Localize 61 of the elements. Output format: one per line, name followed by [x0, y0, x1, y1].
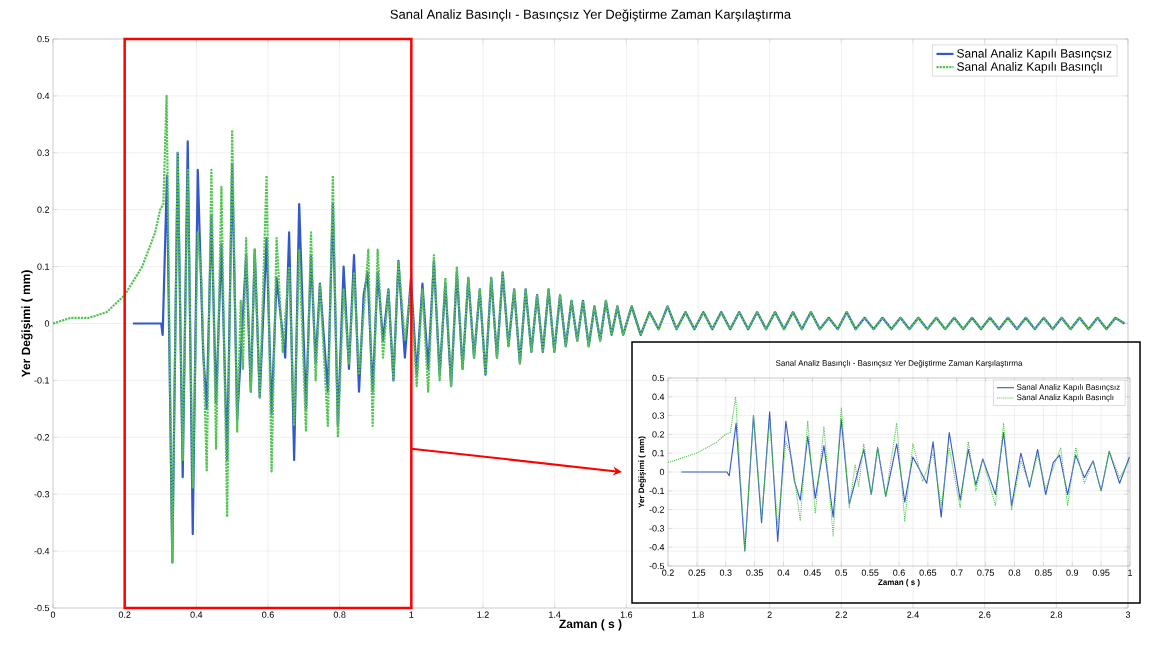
x-tick-label: 0.8 — [333, 611, 346, 618]
x-tick-label: 2.2 — [835, 611, 848, 618]
x-tick-label: 2.4 — [907, 611, 919, 618]
x-axis-title: Zaman ( s ) — [559, 619, 622, 631]
y-tick-label: 0.1 — [37, 263, 50, 270]
x-tick-label: 0.2 — [118, 611, 131, 618]
x-tick-label: 0.5 — [835, 569, 848, 576]
y-tick-label: 0.3 — [652, 412, 665, 419]
x-tick-label: 2.8 — [1050, 611, 1063, 618]
x-tick-label: 2.6 — [978, 611, 991, 618]
x-tick-label: 1.2 — [477, 611, 489, 618]
x-tick-label: 0.65 — [919, 569, 937, 576]
x-tick-label: 0.45 — [804, 569, 821, 576]
x-tick-label: 3 — [1125, 611, 1131, 618]
y-tick-label: -0.5 — [649, 562, 665, 570]
y-tick-label: -0.2 — [649, 506, 665, 513]
y-tick-label: -0.5 — [34, 604, 50, 612]
y-tick-label: 0.3 — [37, 149, 50, 156]
x-tick-label: 2 — [767, 611, 772, 618]
x-tick-label: 1.4 — [549, 611, 561, 618]
y-tick-label: -0.3 — [34, 491, 50, 498]
x-tick-label: 0.4 — [190, 611, 203, 618]
x-tick-label: 0.75 — [977, 569, 994, 576]
x-tick-label: 0.85 — [1035, 569, 1052, 576]
x-tick-label: 0.4 — [777, 569, 790, 576]
y-tick-label: 0 — [659, 468, 665, 476]
chart-title: Sanal Analiz Basınçlı - Basınçsız Yer Değiştirme Zaman Karşılaştırma — [390, 9, 792, 22]
y-tick-label: 0.5 — [37, 35, 50, 43]
x-tick-label: 0.7 — [950, 569, 963, 576]
x-tick-label: 0.6 — [262, 611, 274, 618]
x-tick-label: 0.3 — [719, 569, 732, 576]
legend-label: Sanal Analiz Kapılı Basınçsız — [957, 48, 1112, 61]
y-tick-label: 0.2 — [652, 431, 665, 438]
y-tick-label: -0.2 — [34, 434, 50, 441]
y-axis-title: Yer Değişimi ( mm) — [21, 270, 33, 378]
x-tick-label: 0.55 — [861, 569, 879, 576]
y-tick-label: -0.4 — [34, 547, 50, 555]
x-tick-label: 0.9 — [1066, 569, 1079, 576]
x-tick-label: 0.95 — [1092, 569, 1110, 576]
y-tick-label: -0.1 — [34, 377, 50, 384]
x-tick-label: 1.8 — [692, 611, 704, 618]
x-tick-label: 0.25 — [688, 569, 706, 576]
y-tick-label: -0.3 — [649, 525, 665, 532]
x-tick-label: 0.2 — [662, 569, 674, 576]
line-series — [53, 94, 1126, 564]
x-tick-label: 1 — [409, 611, 414, 618]
y-tick-label: 0.2 — [37, 206, 50, 213]
y-tick-label: 0.4 — [37, 92, 50, 100]
x-tick-label: 1 — [1128, 569, 1133, 576]
y-tick-label: -0.1 — [649, 487, 665, 494]
x-tick-label: 0 — [50, 611, 56, 618]
legend-label: Sanal Analiz Kapılı Basınçlı — [957, 62, 1102, 74]
y-tick-label: -0.4 — [649, 544, 665, 551]
x-tick-label: 0.8 — [1008, 569, 1021, 576]
y-tick-label: 0.1 — [652, 450, 665, 457]
x-tick-label: 1.6 — [620, 611, 633, 618]
y-tick-label: 0 — [44, 320, 50, 327]
y-tick-label: 0.4 — [652, 393, 665, 400]
y-tick-label: 0.5 — [652, 374, 665, 382]
x-tick-label: 0.6 — [893, 569, 905, 576]
x-tick-label: 0.35 — [746, 569, 763, 576]
